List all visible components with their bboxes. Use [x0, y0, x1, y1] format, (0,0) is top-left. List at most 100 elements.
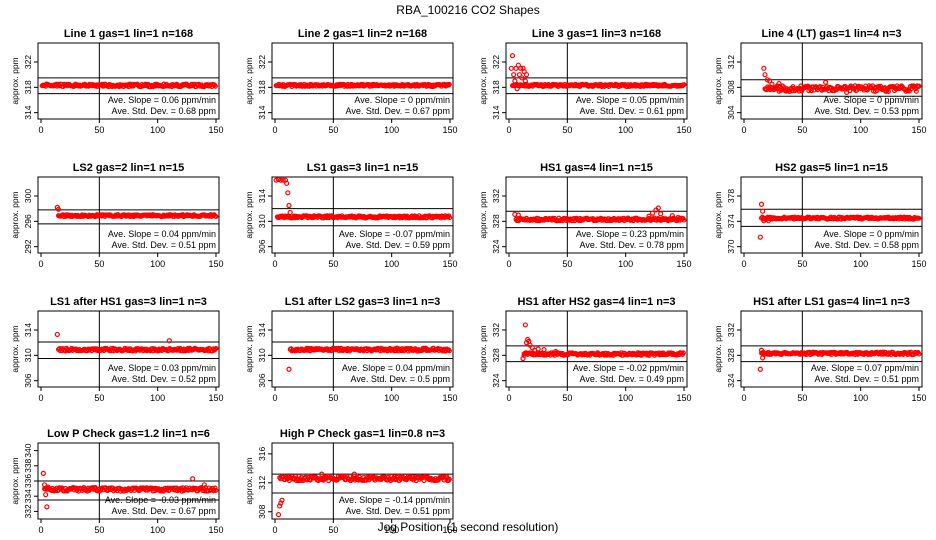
- data-point: [523, 72, 530, 78]
- data-point: [757, 366, 763, 372]
- data-point: [535, 346, 541, 352]
- data-point: [212, 83, 218, 89]
- x-tick-label: 0: [38, 125, 43, 135]
- data-point: [275, 512, 282, 518]
- panel: Line 2 gas=1 lin=2 n=168 0 50 100 150 314 318 3…: [244, 28, 458, 135]
- x-tick-label: 100: [853, 125, 868, 135]
- data-point: [521, 352, 527, 358]
- data-point: [817, 84, 823, 90]
- plot-frame: [740, 176, 923, 254]
- panel: HS1 gas=4 lin=1 n=15 0 50 100 150 324 328 332ap…: [478, 162, 692, 269]
- data-point: [45, 484, 51, 490]
- data-point: [351, 471, 357, 477]
- x-tick-label: 0: [506, 125, 511, 135]
- y-tick-label: 324: [491, 373, 501, 387]
- data-point: [286, 202, 292, 209]
- data-point: [201, 482, 207, 488]
- panel-title: HS1 after LS1 gas=4 lin=1 n=3: [753, 296, 910, 308]
- data-point: [509, 53, 516, 59]
- data-point: [43, 492, 49, 498]
- y-tick-label: 324: [491, 239, 501, 253]
- y-tick-label: 308: [257, 504, 267, 518]
- data-point: [213, 214, 219, 220]
- y-tick-label: 312: [257, 475, 267, 489]
- data-point: [675, 214, 681, 221]
- slope-annotation: Ave. Slope = 0.06 ppm/min: [108, 95, 216, 105]
- panel: LS2 gas=2 lin=1 n=15 0 50 100 150 292 296 300ap…: [10, 162, 224, 269]
- panel: LS1 gas=3 lin=1 n=15 0 50 100 150 306 310 314ap…: [244, 162, 458, 269]
- slope-annotation: Ave. Slope = -0.03 ppm/min: [105, 495, 216, 505]
- x-tick-label: 150: [442, 259, 457, 269]
- slope-annotation: Ave. Slope = 0.04 ppm/min: [342, 363, 450, 373]
- data-point: [446, 476, 452, 482]
- data-point: [277, 503, 283, 509]
- data-point: [916, 83, 922, 89]
- data-point: [278, 500, 284, 506]
- x-tick-label: 50: [562, 393, 572, 403]
- x-tick-label: 0: [741, 125, 746, 135]
- panel-title: HS2 gas=5 lin=1 n=15: [775, 162, 888, 174]
- plot-frame: [37, 42, 220, 120]
- y-tick-label: 336: [23, 474, 33, 488]
- stddev-annotation: Ave. Std. Dev. = 0.68 ppm: [112, 106, 216, 116]
- y-tick-label: 318: [257, 80, 267, 94]
- data-point: [844, 89, 850, 96]
- y-tick-label: 328: [491, 214, 501, 228]
- data-point: [213, 346, 219, 352]
- slope-annotation: Ave. Slope = 0.05 ppm/min: [576, 95, 684, 105]
- data-point: [522, 322, 528, 328]
- data-point: [41, 482, 48, 488]
- x-tick-label: 50: [328, 125, 338, 135]
- panel: LS1 after HS1 gas=3 lin=1 n=3 0 50 100 150 30…: [10, 296, 224, 403]
- data-point: [916, 351, 922, 357]
- data-point: [512, 78, 518, 84]
- data-point: [776, 80, 782, 87]
- x-tick-label: 50: [797, 259, 807, 269]
- data-point: [446, 81, 452, 87]
- data-point: [213, 487, 219, 493]
- y-axis-label: approx. ppm: [244, 457, 254, 504]
- y-tick-label: 308: [726, 80, 736, 94]
- panel-title: HS1 gas=4 lin=1 n=15: [540, 162, 653, 174]
- x-tick-label: 100: [618, 259, 633, 269]
- plot-frame: [505, 42, 688, 120]
- data-point: [760, 355, 766, 361]
- plot-frame: [505, 176, 688, 254]
- y-axis-label: approx. ppm: [713, 57, 723, 104]
- panel-title: LS1 gas=3 lin=1 n=15: [307, 162, 419, 174]
- panel: HS2 gas=5 lin=1 n=15 0 50 100 150 370 374 378ap…: [713, 162, 927, 269]
- stddev-annotation: Ave. Std. Dev. = 0.59 ppm: [346, 240, 450, 250]
- data-point: [681, 82, 687, 88]
- plot-frame: [271, 176, 454, 254]
- data-point: [513, 65, 519, 71]
- y-axis-label: approx. ppm: [244, 57, 254, 104]
- x-tick-label: 50: [562, 259, 572, 269]
- x-tick-label: 50: [94, 259, 104, 269]
- x-tick-label: 150: [442, 393, 457, 403]
- data-point: [40, 470, 46, 476]
- data-point: [287, 209, 293, 216]
- stddev-annotation: Ave. Std. Dev. = 0.67 ppm: [346, 106, 450, 116]
- y-tick-label: 370: [726, 239, 736, 253]
- data-point: [518, 65, 524, 71]
- stddev-annotation: Ave. Std. Dev. = 0.51 ppm: [112, 240, 216, 250]
- data-point: [655, 205, 661, 211]
- panel-title: Line 4 (LT) gas=1 lin=4 n=3: [761, 28, 901, 40]
- y-axis-label: approx. ppm: [713, 191, 723, 238]
- y-axis-label: approx. ppm: [478, 325, 488, 372]
- y-tick-label: 332: [491, 323, 501, 337]
- y-tick-label: 332: [491, 189, 501, 203]
- y-tick-label: 322: [491, 55, 501, 69]
- x-tick-label: 150: [208, 393, 223, 403]
- slope-annotation: Ave. Slope = 0.03 ppm/min: [108, 363, 216, 373]
- x-tick-label: 150: [442, 525, 457, 535]
- panel-title: Line 3 gas=1 lin=3 n=168: [532, 28, 661, 40]
- data-point: [508, 65, 514, 71]
- x-tick-label: 100: [384, 259, 399, 269]
- data-point: [212, 485, 218, 491]
- data-point: [44, 504, 50, 510]
- x-tick-label: 100: [150, 259, 165, 269]
- x-tick-label: 50: [797, 393, 807, 403]
- x-tick-label: 150: [911, 393, 926, 403]
- panel: LS1 after LS2 gas=3 lin=1 n=3 0 50 100 150 30…: [244, 296, 458, 403]
